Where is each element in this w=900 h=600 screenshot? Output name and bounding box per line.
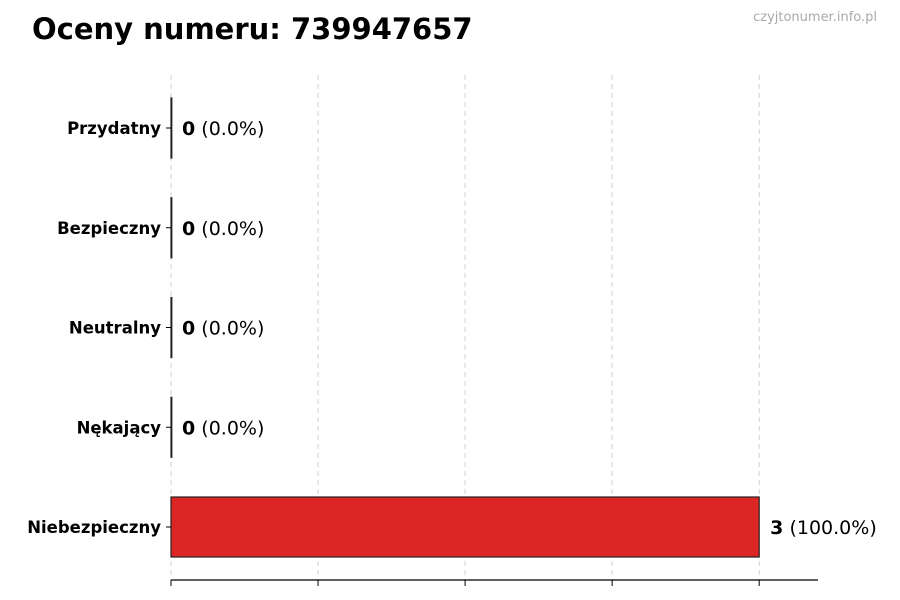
- value-label: 0 (0.0%): [182, 417, 264, 439]
- value-count: 0: [182, 318, 195, 340]
- value-percent: (0.0%): [201, 218, 264, 240]
- category-label: Neutralny: [69, 319, 161, 338]
- category-label: Nękający: [77, 418, 162, 437]
- watermark: czyjtonumer.info.pl: [753, 10, 877, 25]
- category-label: Przydatny: [67, 119, 161, 138]
- value-percent: (0.0%): [201, 417, 264, 439]
- value-count: 0: [182, 118, 195, 140]
- value-count: 0: [182, 218, 195, 240]
- value-label: 0 (0.0%): [182, 218, 264, 240]
- category-label: Niebezpieczny: [27, 518, 161, 537]
- bar-neutralny: [170, 296, 173, 359]
- bar-niebezpieczny: [170, 496, 760, 558]
- bar-bezpieczny: [170, 197, 173, 259]
- bar-przydatny: [170, 97, 173, 159]
- chart-title: Oceny numeru: 739947657: [32, 12, 473, 46]
- value-percent: (100.0%): [789, 517, 876, 539]
- value-count: 0: [182, 417, 195, 439]
- value-label: 0 (0.0%): [182, 318, 264, 340]
- value-count: 3: [770, 517, 783, 539]
- value-label: 3 (100.0%): [770, 517, 877, 539]
- value-percent: (0.0%): [201, 318, 264, 340]
- category-label: Bezpieczny: [57, 219, 161, 238]
- value-percent: (0.0%): [201, 118, 264, 140]
- bar-nękający: [170, 396, 173, 458]
- value-label: 0 (0.0%): [182, 118, 264, 140]
